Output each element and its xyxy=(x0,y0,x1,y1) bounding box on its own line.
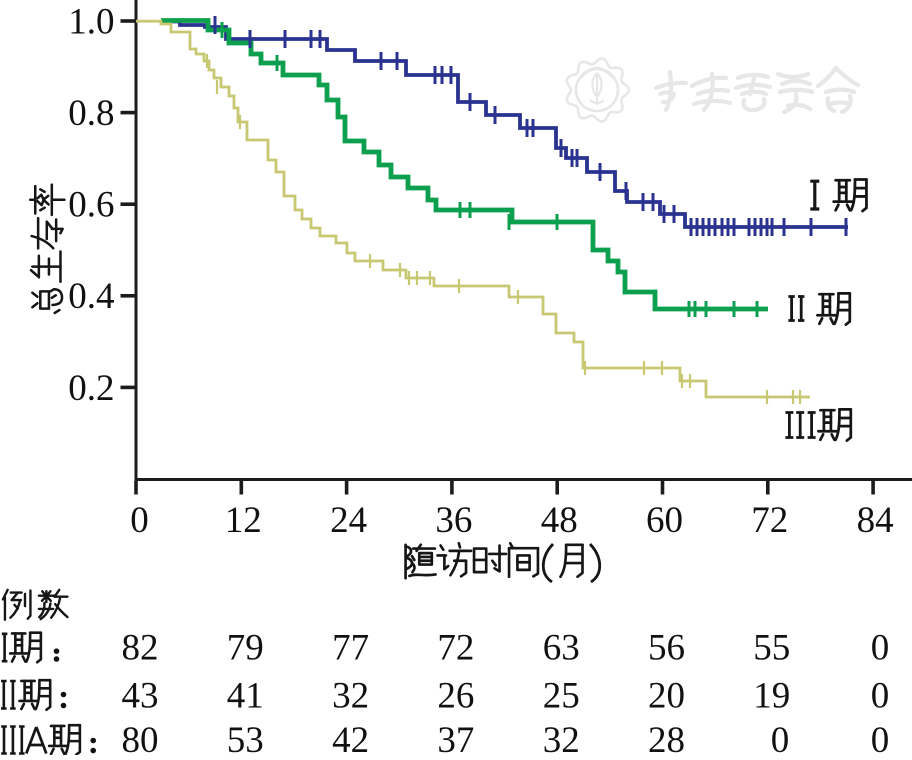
svg-text:26: 26 xyxy=(437,676,474,717)
svg-text:0: 0 xyxy=(871,720,890,755)
svg-text:80: 80 xyxy=(122,720,159,755)
svg-text:0: 0 xyxy=(871,676,890,717)
svg-text:82: 82 xyxy=(122,628,159,669)
svg-text:43: 43 xyxy=(122,676,159,717)
svg-text:77: 77 xyxy=(332,628,369,669)
svg-text:84: 84 xyxy=(857,500,894,541)
svg-text:0.8: 0.8 xyxy=(68,93,114,134)
svg-text:53: 53 xyxy=(227,720,264,755)
svg-text:32: 32 xyxy=(543,720,580,755)
svg-text:0.6: 0.6 xyxy=(68,185,114,226)
svg-text:20: 20 xyxy=(648,676,685,717)
svg-text:25: 25 xyxy=(543,676,580,717)
svg-text:72: 72 xyxy=(751,500,788,541)
svg-text:36: 36 xyxy=(435,500,472,541)
svg-text:0.2: 0.2 xyxy=(68,368,114,409)
svg-text:63: 63 xyxy=(543,628,580,669)
svg-text:56: 56 xyxy=(648,628,685,669)
svg-text:0: 0 xyxy=(771,720,790,755)
svg-text:0: 0 xyxy=(130,500,149,541)
svg-text:28: 28 xyxy=(648,720,685,755)
svg-text:55: 55 xyxy=(753,628,790,669)
svg-text:12: 12 xyxy=(225,500,262,541)
svg-text:0.4: 0.4 xyxy=(68,276,114,317)
svg-text:32: 32 xyxy=(332,676,369,717)
svg-text:37: 37 xyxy=(437,720,474,755)
svg-text:60: 60 xyxy=(646,500,683,541)
svg-text:1.0: 1.0 xyxy=(68,1,114,42)
svg-text:72: 72 xyxy=(437,628,474,669)
svg-text:19: 19 xyxy=(753,676,790,717)
svg-text:48: 48 xyxy=(541,500,578,541)
svg-text:41: 41 xyxy=(227,676,264,717)
svg-text:24: 24 xyxy=(330,500,367,541)
svg-text:0: 0 xyxy=(871,628,890,669)
svg-text:42: 42 xyxy=(332,720,369,755)
svg-text:79: 79 xyxy=(227,628,264,669)
